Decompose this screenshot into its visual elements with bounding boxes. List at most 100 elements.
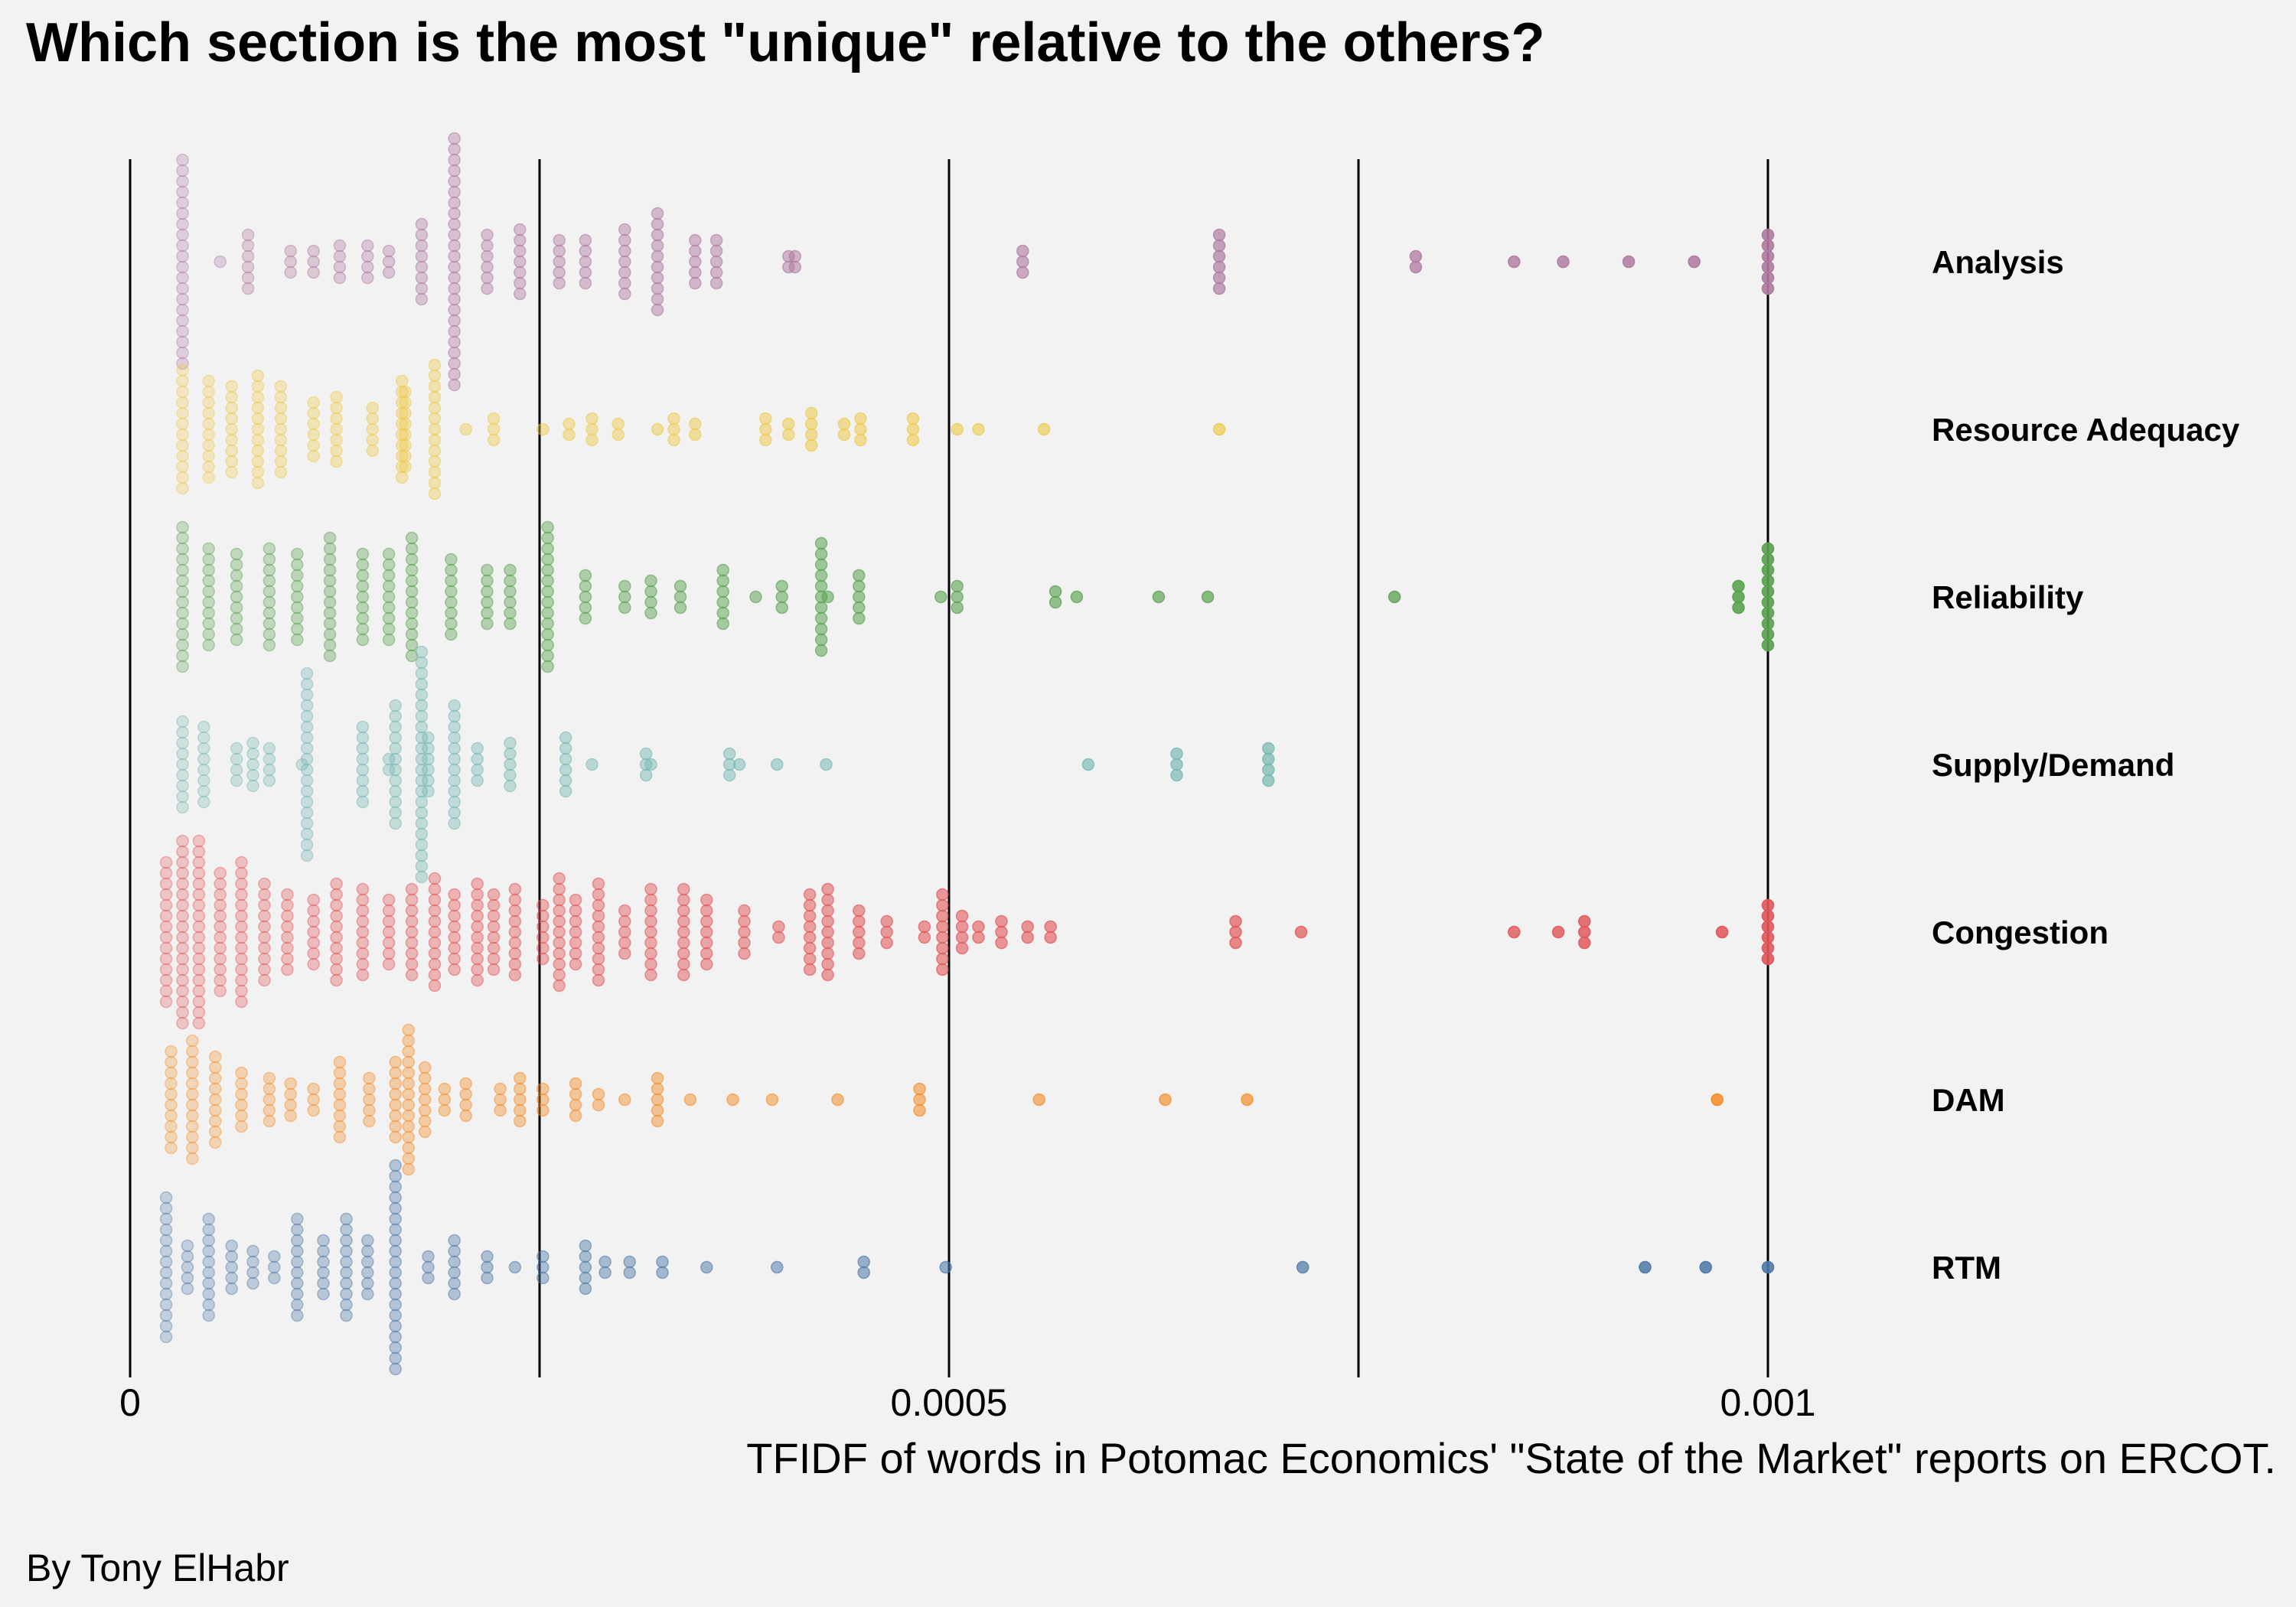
data-point	[936, 909, 949, 923]
data-point	[340, 1298, 353, 1312]
data-point	[307, 1082, 320, 1096]
data-point	[448, 335, 461, 349]
data-point	[428, 914, 442, 928]
data-point	[382, 633, 396, 647]
data-point	[382, 558, 396, 572]
data-point	[553, 947, 566, 960]
data-point	[445, 627, 458, 641]
data-point	[258, 952, 271, 966]
data-point	[235, 1098, 248, 1112]
data-point	[307, 904, 320, 918]
data-point	[389, 1234, 402, 1247]
data-point	[618, 579, 631, 593]
data-point	[618, 244, 631, 258]
data-point	[487, 941, 501, 955]
data-point	[536, 1271, 550, 1285]
data-point	[972, 920, 985, 934]
data-point	[782, 417, 795, 431]
data-point	[592, 963, 605, 976]
data-point	[821, 882, 834, 896]
data-point	[356, 579, 370, 593]
data-point	[1761, 617, 1775, 631]
data-point	[569, 904, 582, 918]
data-point	[481, 271, 494, 285]
data-point	[814, 558, 828, 572]
series-analysis	[176, 132, 1775, 392]
data-point	[181, 1282, 194, 1296]
data-point	[263, 1082, 276, 1096]
data-point	[880, 936, 893, 950]
data-point	[936, 952, 949, 966]
data-point	[197, 731, 210, 745]
data-point	[504, 617, 517, 631]
data-point	[448, 378, 461, 392]
data-point	[176, 481, 189, 495]
data-point	[317, 1276, 330, 1290]
data-point	[361, 1255, 374, 1269]
data-point	[176, 563, 189, 577]
data-point	[176, 153, 189, 167]
data-point	[415, 742, 429, 755]
data-point	[514, 287, 527, 301]
data-point	[553, 904, 566, 918]
data-point	[651, 1071, 664, 1085]
data-point	[176, 260, 189, 274]
data-point	[399, 428, 412, 442]
data-point	[814, 547, 828, 561]
data-point	[197, 720, 210, 734]
data-point	[209, 1125, 222, 1139]
data-point	[405, 531, 419, 545]
data-point	[159, 1298, 173, 1312]
data-point	[323, 574, 337, 588]
data-point	[405, 649, 419, 663]
data-point	[274, 401, 288, 415]
data-point	[716, 563, 729, 577]
data-point	[569, 893, 582, 907]
data-point	[159, 1319, 173, 1333]
data-point	[214, 888, 227, 901]
data-point	[389, 1120, 402, 1133]
data-point	[821, 925, 834, 939]
data-point	[382, 611, 396, 625]
data-point	[258, 898, 271, 912]
data-point	[853, 936, 866, 950]
data-point	[448, 260, 461, 274]
data-point	[598, 1266, 612, 1279]
data-point	[307, 1103, 320, 1117]
data-point	[356, 936, 370, 950]
data-point	[592, 931, 605, 944]
data-point	[508, 893, 522, 907]
data-point	[1212, 282, 1226, 295]
data-point	[504, 736, 517, 750]
gridlines	[129, 159, 1769, 1377]
data-point	[159, 877, 173, 891]
data-point	[246, 1276, 259, 1290]
data-point	[445, 585, 458, 598]
data-point	[508, 947, 522, 960]
data-point	[803, 898, 817, 912]
data-point	[504, 606, 517, 620]
data-point	[854, 412, 867, 425]
data-point	[656, 1266, 669, 1279]
series-rtm	[159, 1159, 1775, 1376]
data-point	[553, 233, 566, 247]
data-point	[689, 417, 702, 431]
data-point	[389, 1109, 402, 1123]
data-point	[284, 1098, 297, 1112]
data-point	[333, 1109, 347, 1123]
data-point	[202, 406, 215, 420]
data-point	[389, 1298, 402, 1312]
data-point	[202, 595, 215, 609]
data-point	[972, 422, 985, 436]
data-point	[251, 390, 265, 404]
data-point	[1761, 920, 1775, 934]
data-point	[307, 1093, 320, 1107]
data-point	[202, 1298, 215, 1312]
data-point	[389, 806, 402, 820]
data-point	[782, 428, 795, 442]
data-point	[176, 973, 189, 987]
data-point	[225, 1250, 238, 1263]
data-point	[251, 369, 265, 383]
data-point	[246, 768, 259, 782]
data-point	[1699, 1260, 1712, 1274]
